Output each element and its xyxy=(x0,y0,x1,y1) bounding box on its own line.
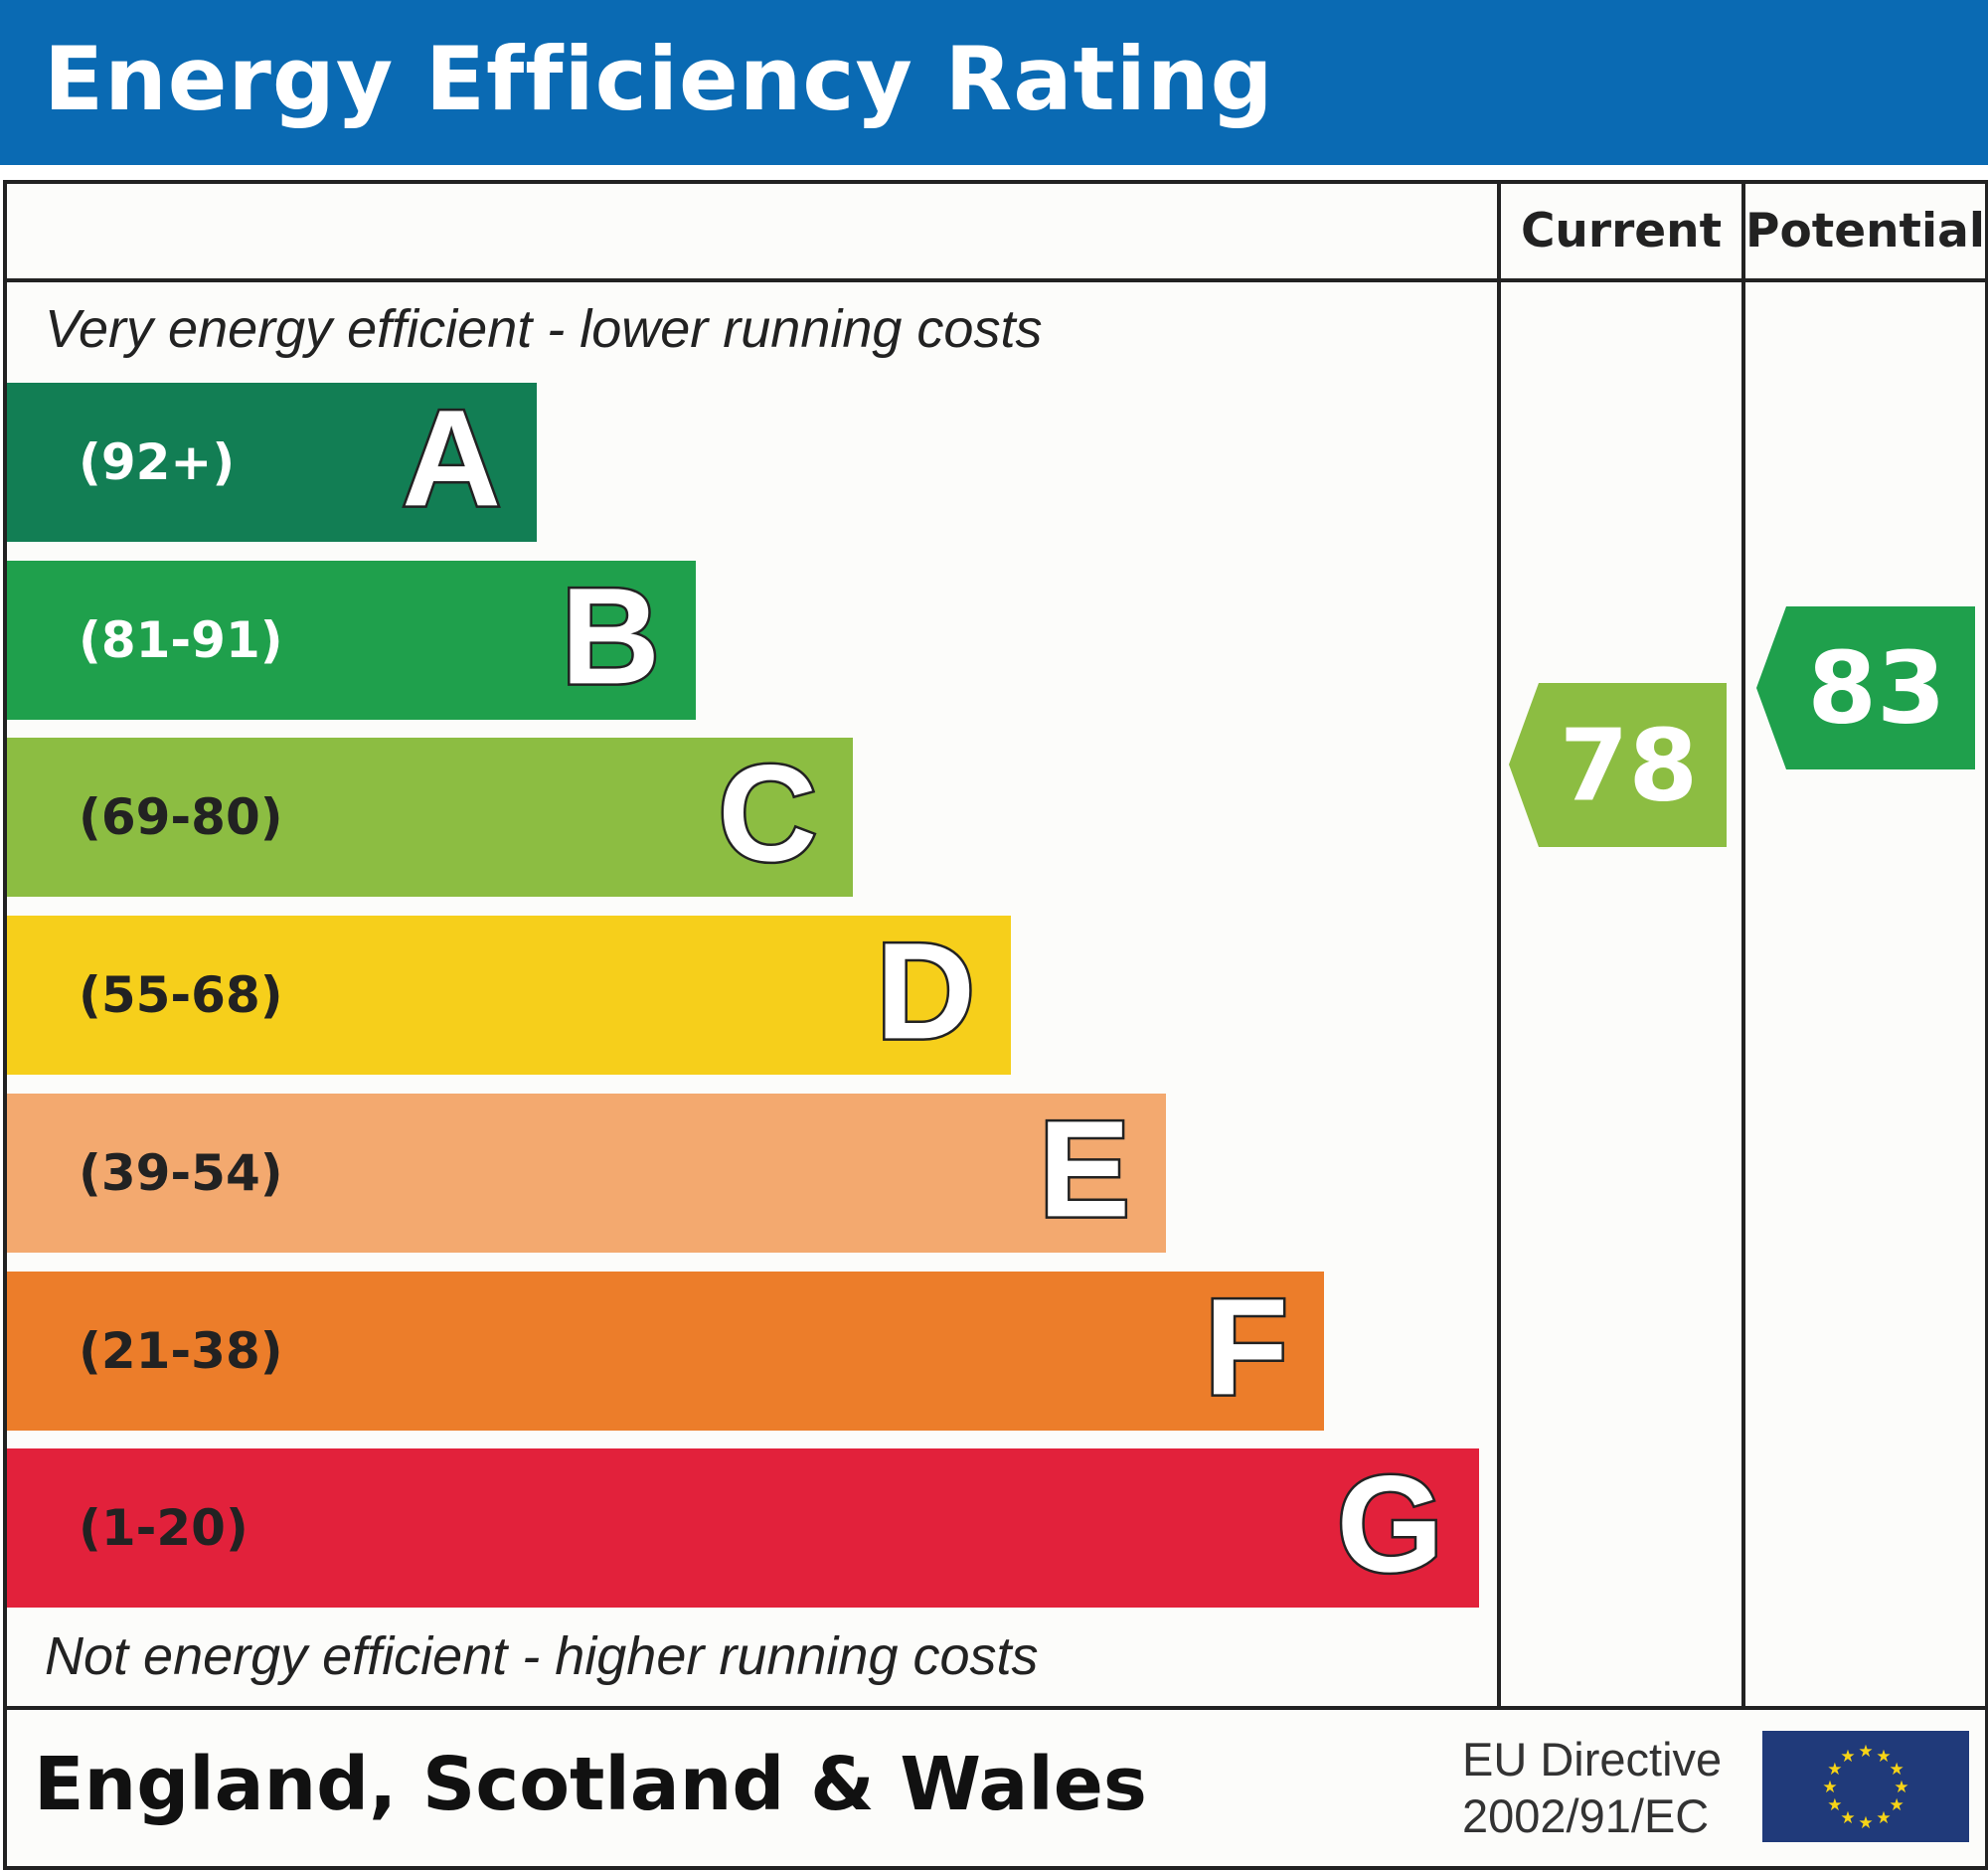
divider xyxy=(1741,180,1745,1708)
band-letter: D xyxy=(874,913,978,1071)
band-range-label: (81-91) xyxy=(79,610,283,669)
band-bar-d: (55-68) D xyxy=(7,913,1011,1076)
star-icon: ★ xyxy=(1840,1747,1855,1766)
eu-directive-label: EU Directive xyxy=(1462,1733,1723,1785)
star-icon: ★ xyxy=(1876,1747,1891,1766)
column-header-current: Current xyxy=(1520,204,1723,258)
star-icon: ★ xyxy=(1827,1795,1842,1814)
bottom-note: Not energy efficient - higher running co… xyxy=(45,1626,1039,1686)
band-range-label: (21-38) xyxy=(79,1321,283,1380)
band-bar-f: (21-38) F xyxy=(7,1268,1324,1431)
chart-title: Energy Efficiency Rating xyxy=(44,28,1274,130)
band-bar-e: (39-54) E xyxy=(7,1091,1166,1253)
star-icon: ★ xyxy=(1827,1760,1842,1779)
potential-rating-arrow: 83 xyxy=(1756,606,1975,769)
band-range-label: (92+) xyxy=(79,433,236,491)
star-icon: ★ xyxy=(1840,1808,1855,1827)
potential-rating-value: 83 xyxy=(1807,629,1946,747)
star-icon: ★ xyxy=(1890,1760,1905,1779)
eu-directive-number: 2002/91/EC xyxy=(1462,1789,1710,1842)
eu-flag-icon: ★ ★ ★ ★ ★ ★ ★ ★ ★ ★ ★ ★ xyxy=(1762,1731,1969,1842)
band-range-label: (69-80) xyxy=(79,788,283,847)
band-bar-g: (1-20) G xyxy=(7,1445,1479,1609)
star-icon: ★ xyxy=(1858,1813,1873,1832)
band-range-label: (39-54) xyxy=(79,1143,283,1202)
star-icon: ★ xyxy=(1890,1795,1905,1814)
star-icon: ★ xyxy=(1858,1742,1873,1761)
potential-arrow-shape xyxy=(1756,606,1975,769)
band-letter: B xyxy=(559,558,663,716)
header-banner: Energy Efficiency Rating xyxy=(0,0,1988,165)
top-note: Very energy efficient - lower running co… xyxy=(45,299,1043,359)
band-letter: E xyxy=(1036,1091,1132,1249)
current-rating-arrow: 78 xyxy=(1509,683,1727,847)
column-header-potential: Potential xyxy=(1745,204,1985,258)
band-letter: C xyxy=(716,735,820,893)
footer-region: England, Scotland & Wales xyxy=(34,1742,1147,1827)
divider xyxy=(3,1706,1985,1710)
band-bar-c: (69-80) C xyxy=(7,735,853,898)
divider xyxy=(3,278,1985,282)
band-bar-b: (81-91) B xyxy=(7,558,696,720)
band-bar-a: (92+) A xyxy=(7,380,537,542)
divider xyxy=(1497,180,1501,1708)
current-arrow-shape xyxy=(1509,683,1727,847)
band-letter: F xyxy=(1202,1268,1290,1426)
band-letter: A xyxy=(400,380,504,538)
band-range-label: (55-68) xyxy=(79,966,283,1025)
band-range-label: (1-20) xyxy=(79,1499,248,1558)
star-icon: ★ xyxy=(1876,1808,1891,1827)
star-icon: ★ xyxy=(1822,1778,1837,1796)
star-icon: ★ xyxy=(1894,1778,1908,1796)
current-rating-value: 78 xyxy=(1559,707,1699,823)
band-letter: G xyxy=(1334,1445,1445,1604)
